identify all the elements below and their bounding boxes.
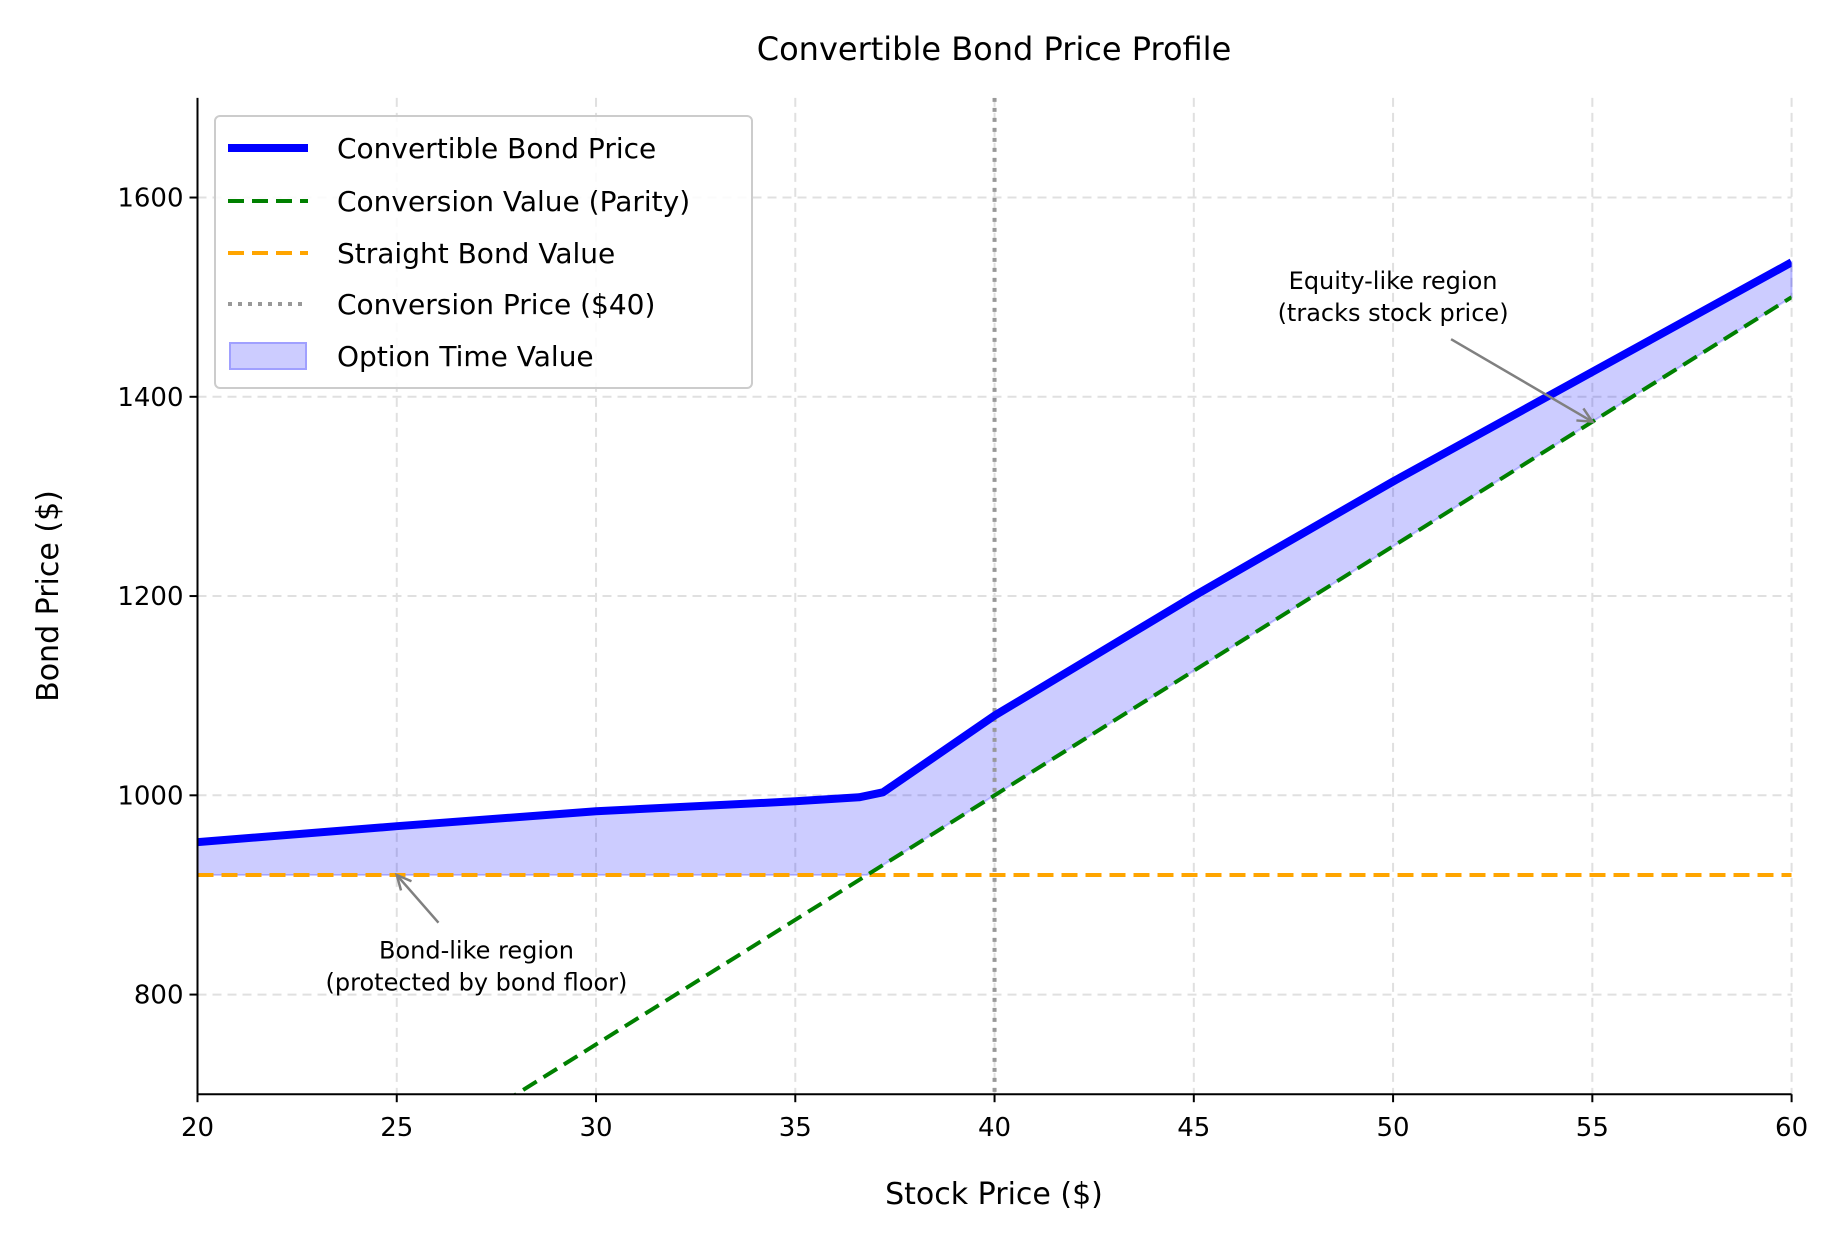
x-tick-label: 40 bbox=[978, 1113, 1011, 1143]
legend-label: Convertible Bond Price bbox=[337, 132, 656, 165]
legend-box bbox=[214, 115, 753, 389]
annotation-text: Equity-like region bbox=[1289, 267, 1498, 295]
x-axis-label: Stock Price ($) bbox=[885, 1177, 1103, 1212]
legend-label: Straight Bond Value bbox=[337, 237, 615, 270]
arrowhead-icon bbox=[1576, 407, 1595, 424]
y-tick-label: 1400 bbox=[117, 383, 183, 413]
x-tick-label: 20 bbox=[181, 1113, 214, 1143]
annotations: Equity-like region (tracks stock price) Bo… bbox=[326, 267, 1595, 997]
series-layer bbox=[197, 97, 1792, 1095]
x-tick-label: 30 bbox=[579, 1113, 612, 1143]
annotation-text: Bond-like region bbox=[379, 937, 574, 965]
annotation-text: (protected by bond floor) bbox=[326, 969, 628, 997]
x-tick-label: 25 bbox=[380, 1113, 413, 1143]
legend-label: Conversion Price ($40) bbox=[337, 288, 655, 321]
chart-title: Convertible Bond Price Profile bbox=[757, 30, 1232, 68]
annotation-arrow bbox=[1450, 338, 1593, 423]
annotation-arrow bbox=[395, 874, 440, 924]
legend: Convertible Bond Price Conversion Value (… bbox=[214, 115, 753, 389]
x-tick-label: 50 bbox=[1377, 1113, 1410, 1143]
x-tick-label: 45 bbox=[1177, 1113, 1210, 1143]
y-tick-label: 1200 bbox=[117, 582, 183, 612]
legend-label: Conversion Value (Parity) bbox=[337, 185, 690, 218]
y-tick-label: 1000 bbox=[117, 781, 183, 811]
axes: 20 25 30 35 40 45 50 55 60 800 1000 1200 1400 1600 bbox=[117, 97, 1808, 1143]
legend-swatch-option-time-value bbox=[229, 342, 307, 370]
x-tick-label: 60 bbox=[1775, 1113, 1808, 1143]
x-tick-label: 55 bbox=[1576, 1113, 1609, 1143]
legend-label: Option Time Value bbox=[337, 340, 594, 373]
y-tick-label: 1600 bbox=[117, 184, 183, 214]
conversion-value-line bbox=[512, 295, 1792, 1095]
y-axis-label: Bond Price ($) bbox=[31, 490, 66, 702]
annotation-text: (tracks stock price) bbox=[1278, 299, 1509, 327]
x-tick-label: 35 bbox=[779, 1113, 812, 1143]
convertible-bond-price-line bbox=[197, 258, 1792, 847]
y-tick-label: 800 bbox=[134, 981, 184, 1011]
arrowhead-icon bbox=[394, 872, 412, 891]
